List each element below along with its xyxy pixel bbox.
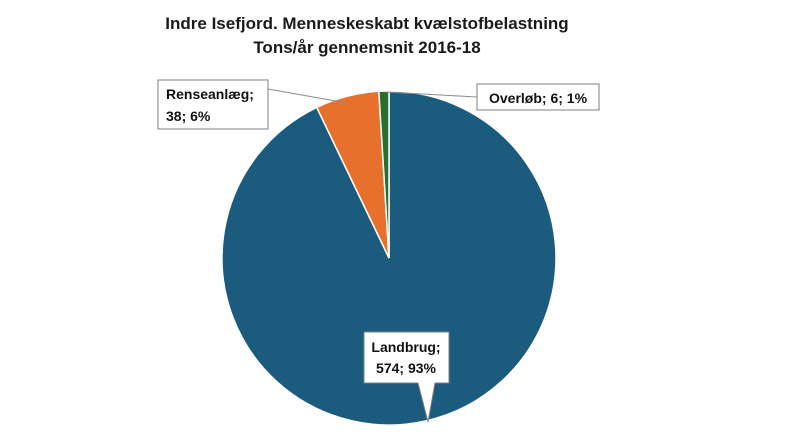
pie-slices <box>221 90 557 426</box>
pie-slice-overløb <box>378 90 390 259</box>
data-label-overloeb: Overløb; 6; 1% <box>489 90 588 106</box>
leader-line-renseanlaeg <box>267 88 348 104</box>
label-box-renseanlaeg <box>157 79 269 130</box>
data-label-landbrug-name: Landbrug; <box>371 339 440 355</box>
chart-subtitle: Tons/år gennemsnit 2016-18 <box>253 38 480 57</box>
data-label-landbrug-value: 574; 93% <box>376 360 436 376</box>
chart-title: Indre Isefjord. Menneskeskabt kvælstofbe… <box>165 14 568 33</box>
label-box-overloeb <box>476 83 600 111</box>
pie-labels: Landbrug; 574; 93% Renseanlæg; 38; 6% Overlø… <box>157 79 600 423</box>
data-label-renseanlaeg-value: 38; 6% <box>166 108 211 124</box>
leader-line-overloeb <box>385 91 478 98</box>
label-box-landbrug <box>363 331 450 423</box>
data-label-renseanlaeg-name: Renseanlæg; <box>166 86 254 102</box>
